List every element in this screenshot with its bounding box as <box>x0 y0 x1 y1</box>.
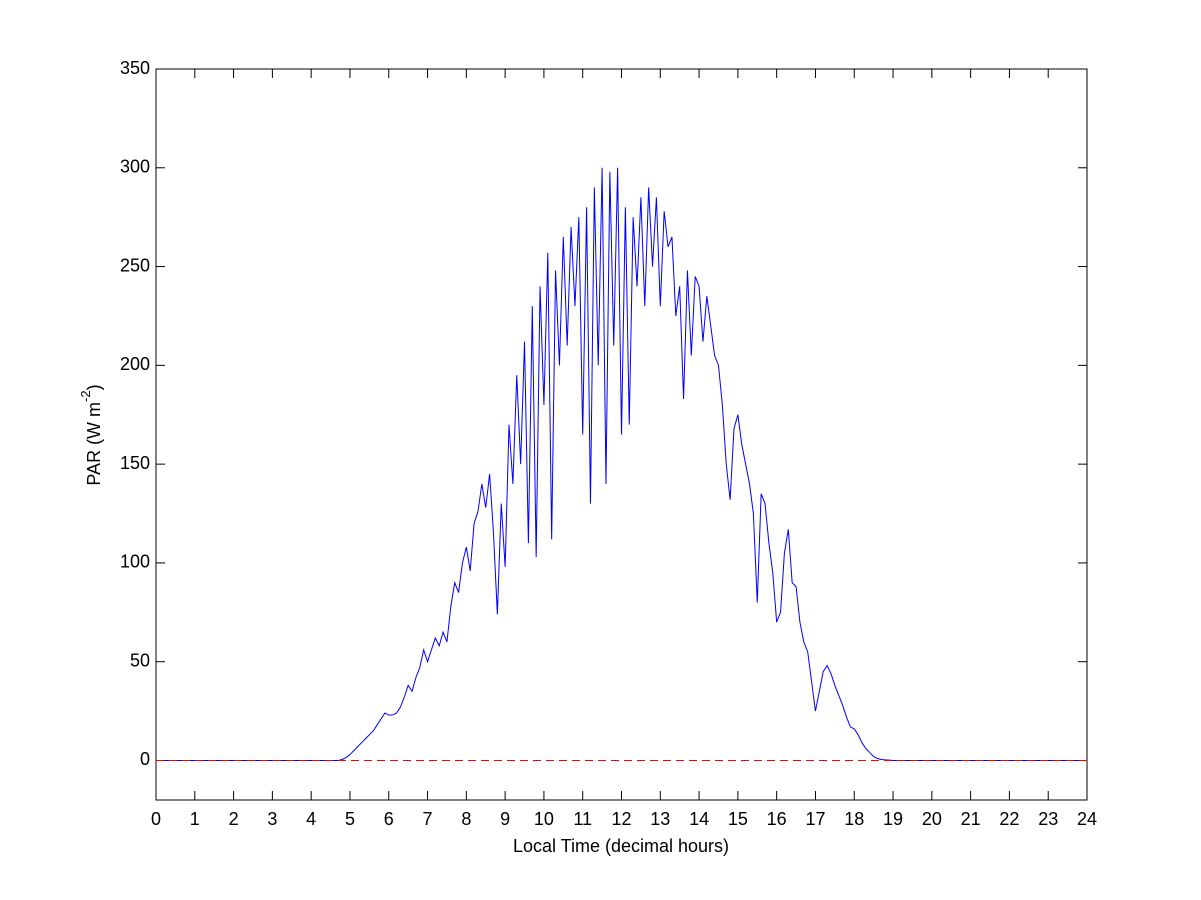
x-tick-label: 0 <box>151 809 161 829</box>
x-tick-label: 7 <box>423 809 433 829</box>
x-tick-label: 5 <box>345 809 355 829</box>
y-tick-label: 350 <box>120 58 150 78</box>
x-tick-label: 10 <box>534 809 554 829</box>
x-tick-label: 24 <box>1077 809 1097 829</box>
y-label-text: PAR (W m <box>84 402 104 486</box>
y-tick-label: 300 <box>120 157 150 177</box>
data-line <box>156 167 1087 761</box>
y-tick-label: 150 <box>120 453 150 473</box>
y-tick-label: 50 <box>130 650 150 670</box>
x-tick-label: 3 <box>267 809 277 829</box>
x-tick-label: 20 <box>922 809 942 829</box>
x-tick-label: 6 <box>384 809 394 829</box>
y-tick-label: 250 <box>120 255 150 275</box>
x-tick-label: 21 <box>961 809 981 829</box>
x-tick-label: 15 <box>728 809 748 829</box>
x-tick-label: 18 <box>844 809 864 829</box>
x-tick-label: 12 <box>611 809 631 829</box>
x-tick-label: 22 <box>999 809 1019 829</box>
x-tick-label: 13 <box>650 809 670 829</box>
x-tick-label: 23 <box>1038 809 1058 829</box>
x-axis-label: Local Time (decimal hours) <box>513 836 729 856</box>
plot-frame <box>155 68 1088 801</box>
y-tick-label: 100 <box>120 552 150 572</box>
y-label-superscript: -2 <box>78 390 93 402</box>
y-axis-label: PAR (W m-2) <box>78 384 103 485</box>
y-label-suffix: ) <box>84 384 104 390</box>
y-tick-label: 200 <box>120 354 150 374</box>
x-tick-label: 11 <box>573 809 592 829</box>
x-tick-label: 16 <box>767 809 787 829</box>
y-tick-label: 0 <box>140 749 150 769</box>
x-tick-label: 1 <box>190 809 200 829</box>
x-tick-label: 9 <box>500 809 510 829</box>
x-tick-label: 14 <box>689 809 709 829</box>
x-tick-label: 2 <box>229 809 239 829</box>
x-tick-label: 19 <box>883 809 903 829</box>
x-tick-label: 4 <box>306 809 316 829</box>
x-tick-label: 17 <box>805 809 825 829</box>
x-tick-label: 8 <box>461 809 471 829</box>
